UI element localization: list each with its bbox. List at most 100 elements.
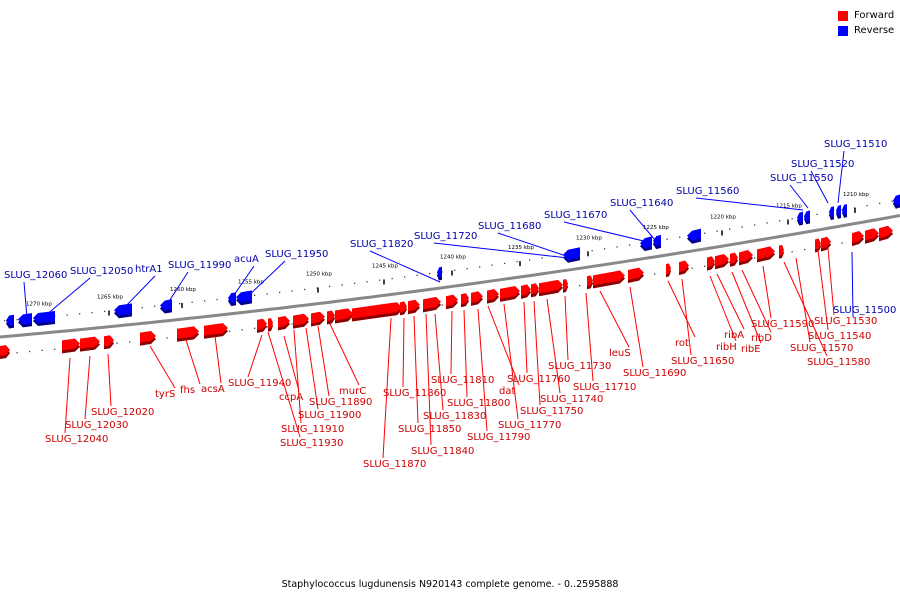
- forward-label-leader: [533, 300, 541, 406]
- forward-gene-arrow: [679, 260, 689, 276]
- forward-label-leader: [477, 308, 488, 432]
- reverse-gene-label-slug-11990: SLUG_11990: [168, 260, 231, 271]
- genome-backbone: 1270 kbp 1265 kbp 1260 kbp 1255 kbp 1250 kbp…: [0, 192, 900, 355]
- legend-label-forward: Forward: [854, 10, 895, 21]
- reverse-gene-label-slug-11820: SLUG_11820: [350, 239, 413, 250]
- arrow-body: [539, 279, 563, 294]
- arrow-body: [865, 228, 879, 241]
- forward-label-leader: [425, 313, 432, 446]
- reverse-gene-arrow: [236, 290, 252, 306]
- track-dot: [179, 303, 181, 305]
- forward-label-leader: [716, 273, 745, 330]
- forward-label-leader: [564, 295, 569, 361]
- arrow-body: [804, 210, 810, 222]
- forward-gene-arrow: [352, 302, 402, 322]
- scale-tick-label: 1270 kbp: [26, 301, 52, 307]
- track-dot: [504, 262, 506, 265]
- forward-gene-label-slug-11890: SLUG_11890: [309, 397, 372, 408]
- arrow-body: [852, 230, 864, 244]
- reverse-gene-label-slug-11550: SLUG_11550: [770, 173, 833, 184]
- track-dot: [429, 273, 431, 275]
- forward-gene-arrow: [400, 301, 407, 316]
- arrow-body: [62, 338, 80, 351]
- forward-gene-label-slug-11740: SLUG_11740: [540, 394, 603, 405]
- track-dot: [441, 304, 443, 306]
- forward-gene-label-ribh: ribH: [716, 342, 737, 353]
- track-dot: [741, 226, 743, 228]
- track-dot: [291, 290, 293, 292]
- forward-label-leader: [149, 345, 176, 389]
- legend-swatch-forward: [838, 10, 848, 21]
- arrow-body: [821, 236, 831, 249]
- track-dot: [879, 202, 881, 205]
- arrow-body: [177, 326, 199, 339]
- forward-gene-arrow: [257, 318, 267, 333]
- forward-gene-arrow: [408, 299, 420, 315]
- forward-gene-label-slug-11840: SLUG_11840: [411, 446, 474, 457]
- track-dot: [366, 281, 368, 283]
- legend-item-reverse: Reverse: [838, 23, 894, 38]
- forward-gene-arrow: [487, 288, 499, 304]
- track-dot: [666, 238, 668, 240]
- reverse-gene-arrow: [563, 247, 580, 263]
- forward-label-leader: [107, 353, 112, 407]
- forward-gene-arrow: [521, 284, 531, 299]
- forward-label-leader: [741, 269, 772, 333]
- forward-gene-label-dat: dat: [499, 386, 515, 397]
- track-dot: [141, 306, 143, 309]
- forward-label-leader: [731, 271, 762, 344]
- arrow-body: [33, 311, 55, 324]
- forward-gene-arrow: [0, 345, 10, 359]
- forward-gene-label-slug-11940: SLUG_11940: [228, 378, 291, 389]
- arrow-body: [730, 252, 738, 264]
- track-dot: [391, 277, 393, 280]
- track-dot: [766, 222, 768, 224]
- reverse-gene-label-slug-11510: SLUG_11510: [824, 139, 887, 150]
- track-dot: [4, 320, 6, 322]
- arrow-body: [815, 238, 821, 250]
- reverse-gene-arrow: [893, 194, 900, 209]
- forward-gene-arrow: [104, 335, 114, 350]
- forward-label-leader: [827, 247, 835, 316]
- forward-gene-label-ribd: ribD: [751, 333, 772, 344]
- track-dot: [579, 284, 581, 287]
- track-dot: [866, 204, 868, 207]
- legend-item-forward: Forward: [838, 8, 894, 23]
- scale-tick-label: 1210 kbp: [843, 192, 869, 198]
- forward-gene-arrow: [739, 250, 753, 266]
- forward-gene-label-slug-12030: SLUG_12030: [65, 420, 128, 431]
- track-dot: [129, 341, 131, 343]
- forward-gene-arrow: [62, 338, 80, 354]
- track-dot: [29, 350, 31, 353]
- reverse-label-leader: [433, 242, 569, 259]
- forward-gene-arrow: [311, 311, 325, 327]
- forward-gene-arrow: [268, 317, 273, 332]
- forward-gene-label-slug-11830: SLUG_11830: [423, 411, 486, 422]
- forward-gene-label-rot: rot: [675, 338, 689, 349]
- forward-gene-label-slug-11540: SLUG_11540: [808, 331, 871, 342]
- forward-label-leader: [546, 298, 561, 394]
- scale-tick-label: 1235 kbp: [508, 245, 534, 251]
- arrow-body: [879, 225, 893, 239]
- forward-label-leader: [762, 265, 772, 319]
- reverse-label-leader: [789, 184, 809, 209]
- track-dot: [254, 327, 256, 329]
- arrow-body: [0, 345, 10, 356]
- track-dot: [729, 261, 731, 263]
- forward-gene-arrow: [500, 286, 520, 302]
- forward-gene-arrow: [628, 267, 644, 284]
- track-dot: [729, 228, 731, 230]
- forward-gene-arrow: [423, 296, 441, 313]
- arrow-body: [437, 266, 442, 278]
- scale-tick-label: 1220 kbp: [710, 214, 736, 220]
- forward-gene-arrow: [815, 238, 821, 253]
- arrow-body: [461, 293, 469, 305]
- scale-tick-label: 1215 kbp: [776, 204, 802, 210]
- reverse-gene-label-slug-11560: SLUG_11560: [676, 186, 739, 197]
- scale-tick-label: 1240 kbp: [440, 255, 466, 261]
- arrow-body: [687, 228, 701, 241]
- forward-label-leader: [681, 278, 692, 356]
- scale-tick-label: 1245 kbp: [372, 263, 398, 269]
- forward-label-leader: [817, 249, 829, 331]
- scale-tick-label: 1255 kbp: [238, 280, 264, 286]
